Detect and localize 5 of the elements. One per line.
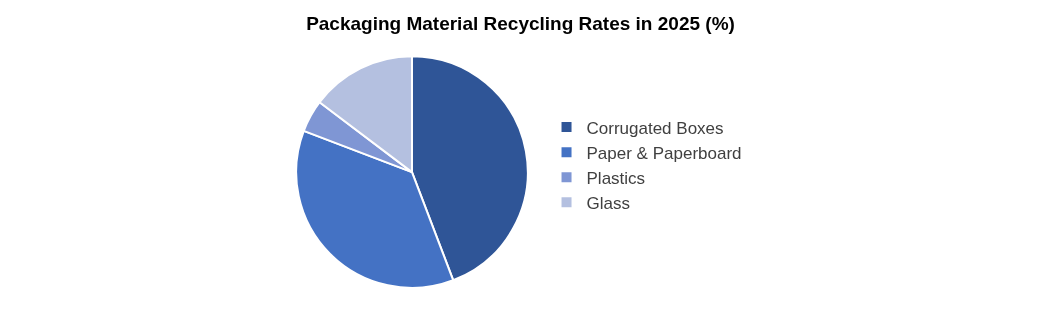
legend-label: Paper & Paperboard [586, 143, 742, 163]
legend-label: Glass [586, 193, 630, 213]
chart-title: Packaging Material Recycling Rates in 2025 (%) [306, 12, 735, 34]
legend-label: Plastics [586, 168, 646, 188]
legend-label: Corrugated Boxes [586, 118, 724, 138]
